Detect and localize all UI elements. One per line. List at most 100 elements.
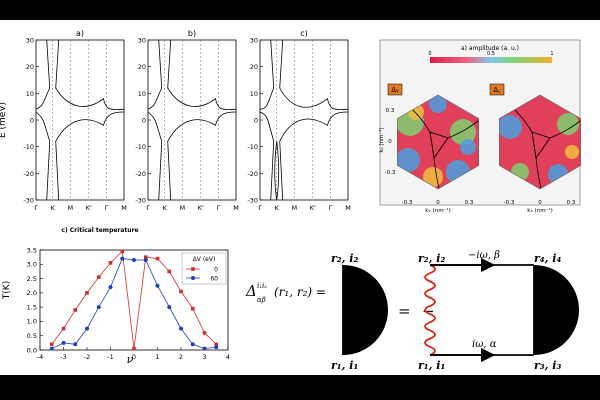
band-xtick: Γ	[146, 204, 150, 212]
band-xtick: K	[275, 204, 280, 212]
amplitude-ylabel: kᵧ (nm⁻¹)	[378, 127, 385, 152]
band-ytick: 30	[138, 37, 146, 45]
band-ytick: -20	[135, 170, 146, 178]
chart-xtick: 3	[202, 353, 206, 361]
series-point-60	[49, 346, 54, 351]
vertex-half-disc-right	[534, 265, 579, 355]
series-point-0	[190, 306, 195, 311]
amp-xtick: 0	[436, 200, 440, 206]
band-ytick: 10	[250, 90, 258, 98]
amplitude-blob	[450, 119, 476, 145]
band-ytick: -10	[135, 143, 146, 151]
colorbar	[430, 57, 552, 63]
amplitude-tag-box	[387, 83, 403, 96]
series-point-60	[190, 342, 195, 347]
series-point-0	[214, 342, 219, 347]
chart-xtick: 4	[226, 353, 230, 361]
amplitude-blob	[460, 139, 476, 155]
band-panel-title: b)	[188, 29, 196, 38]
series-point-60	[61, 340, 66, 345]
series-point-60	[120, 256, 125, 261]
amp-xtick: 0.3	[465, 200, 474, 206]
amplitude-blob	[565, 145, 579, 159]
amplitude-tag: Δᵧ	[391, 86, 399, 94]
delta-superscript: i₁i₂	[257, 282, 267, 290]
band-curve-1	[35, 39, 51, 110]
band-ytick: -30	[247, 197, 258, 205]
feynman-equation: Δ i₁i₂ αβ (r₁, r₂) = r₂, i₂ r₁, i₁ = − −…	[245, 250, 579, 372]
hexagon-outline	[498, 94, 582, 190]
band-ytick: -30	[135, 197, 146, 205]
chart-xtick: -3	[60, 353, 66, 361]
band-xtick: M	[121, 204, 127, 212]
band-curve-4	[55, 111, 125, 201]
series-point-60	[85, 326, 89, 331]
amp-xtick: -0.3	[402, 200, 413, 206]
legend-label-60: 60	[210, 275, 218, 282]
band-curve-2	[259, 111, 275, 201]
band-panel-1: a) Γ K M K' Γ M 30 20 10 0 -10 -20 -30	[23, 29, 126, 212]
series-point-0	[61, 326, 66, 331]
series-point-0	[73, 308, 78, 312]
band-panel-title: a)	[76, 29, 84, 38]
band-ytick: 10	[26, 90, 34, 98]
chart-xtick: -2	[84, 353, 90, 361]
series-point-60	[143, 258, 148, 262]
band-ytick: 10	[138, 90, 146, 98]
band-xtick: M	[345, 204, 351, 212]
legend-label-0: 0	[214, 266, 218, 273]
delta-subscript: αβ	[257, 296, 266, 304]
chart-legend-title: ΔV (eV)	[193, 256, 216, 263]
chart-xlabel: ν	[127, 353, 134, 366]
chart-xtick: -4	[37, 353, 43, 361]
figure-svg: E (meV) a)ΓKMK'ΓM3020100-10-20-30b)ΓKMK'…	[0, 29, 582, 372]
series-point-0	[85, 291, 89, 295]
series-point-0	[179, 289, 183, 294]
amplitude-tag: Δ꜀	[493, 86, 501, 94]
band-xtick: K'	[198, 204, 204, 212]
legend-marker-0	[191, 267, 195, 271]
band-ylabel: E (meV)	[0, 102, 8, 138]
series-point-0	[108, 261, 113, 265]
band-ytick: 30	[250, 37, 258, 45]
band-ytick: -10	[23, 143, 34, 151]
band-ytick: 0	[254, 117, 258, 125]
series-point-0	[167, 269, 172, 274]
band-panel-3: c) Γ K M K' Γ M 30 20 10 0 -10 -20 -30	[247, 29, 350, 212]
chart-xtick: -1	[107, 353, 113, 361]
amplitude-panel-1: Δᵧ -0.3 0 0.3 kₓ (nm⁻¹)	[387, 83, 480, 214]
amp-ytick-2: -0.3	[385, 170, 396, 176]
chart-title: c) Critical temperature	[61, 227, 138, 234]
chart-ytick: 3.5	[27, 246, 37, 254]
band-structure-panels: E (meV) a) Γ K M K' Γ M 30 20 10 0 -10 -20 -30 b) Γ K M K'…	[0, 29, 351, 212]
series-point-60	[73, 342, 78, 347]
band-curve-2	[147, 111, 163, 201]
chart-ylabel: T(K)	[2, 281, 12, 300]
band-xtick: Γ	[258, 204, 262, 212]
interaction-wavy-line	[424, 264, 436, 356]
chart-ytick: 0.0	[27, 346, 37, 354]
band-xtick: Γ	[217, 204, 221, 212]
band-ytick: 0	[30, 117, 34, 125]
band-curve-3	[167, 39, 237, 110]
label-r4-i4: r₄, i₄	[534, 252, 561, 265]
band-ytick: 30	[26, 37, 34, 45]
label-r1-i1-left: r₁, i₁	[331, 359, 358, 372]
series-point-0	[155, 256, 160, 261]
amp-xlabel: kₓ (nm⁻¹)	[425, 207, 451, 214]
band-panel-title: c)	[300, 29, 308, 38]
fermi-contour-inner	[429, 131, 449, 160]
chart-legend-box	[181, 252, 227, 285]
chart-xtick: 1	[155, 353, 159, 361]
label-r3-i3: r₃, i₃	[534, 359, 561, 372]
label-bottom-propagator: iω, α	[472, 339, 497, 350]
label-top-propagator: −iω, β	[468, 250, 500, 261]
amplitude-blob	[499, 115, 522, 139]
chart-ytick: 2.5	[27, 275, 37, 283]
band-panel-2: b) Γ K M K' Γ M 30 20 10 0 -10 -20 -30	[135, 29, 238, 212]
delta-arguments: (r₁, r₂) =	[274, 285, 326, 299]
band-lower-branch	[274, 141, 280, 201]
band-xtick: Γ	[34, 204, 38, 212]
amp-xlabel: kₓ (nm⁻¹)	[527, 207, 553, 214]
series-point-0	[120, 249, 125, 254]
